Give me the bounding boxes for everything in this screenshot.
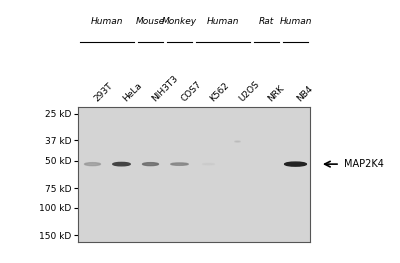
Text: NRK: NRK: [266, 84, 286, 104]
Text: NB4: NB4: [296, 84, 315, 104]
Ellipse shape: [84, 163, 100, 166]
Text: 293T: 293T: [92, 82, 115, 104]
Text: Human: Human: [91, 17, 123, 26]
Text: K562: K562: [208, 81, 231, 104]
Text: HeLa: HeLa: [122, 81, 144, 104]
Ellipse shape: [235, 141, 240, 142]
Ellipse shape: [285, 162, 306, 166]
Text: U2OS: U2OS: [238, 80, 262, 104]
Ellipse shape: [113, 163, 130, 166]
Text: Monkey: Monkey: [162, 17, 197, 26]
Text: Rat: Rat: [259, 17, 274, 26]
Text: Human: Human: [207, 17, 239, 26]
Ellipse shape: [142, 163, 158, 166]
Text: Mouse: Mouse: [136, 17, 165, 26]
Text: MAP2K4: MAP2K4: [344, 159, 384, 169]
Ellipse shape: [171, 163, 188, 165]
Text: Human: Human: [279, 17, 312, 26]
Text: COS7: COS7: [180, 80, 203, 104]
Ellipse shape: [203, 163, 214, 165]
Text: NIH3T3: NIH3T3: [150, 74, 180, 104]
